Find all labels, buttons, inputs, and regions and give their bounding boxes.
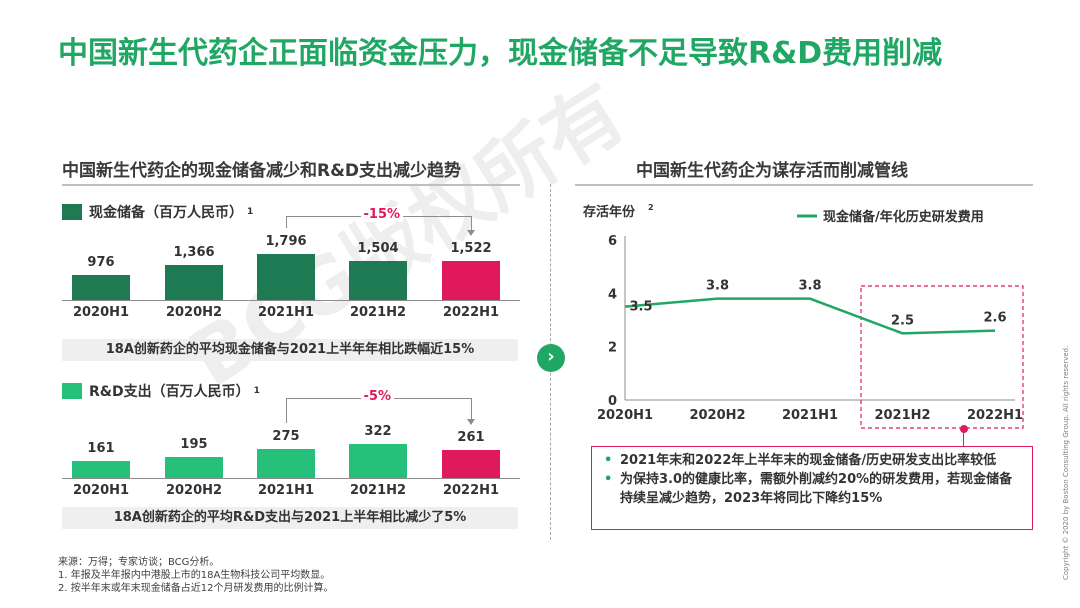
left-section-title: 中国新生代药企的现金储备减少和R&D支出减少趋势 [62, 161, 462, 181]
cash-bar [72, 275, 130, 300]
highlight-dashed-box [860, 285, 1024, 429]
rd-change-label: -5% [360, 389, 394, 404]
rd-caption: 18A创新药企的平均R&D支出与2021上半年相比减少了5% [62, 507, 518, 529]
cash-legend: 现金储备（百万人民币） 1 [62, 202, 253, 222]
y-axis-label: 存活年份 [583, 204, 636, 220]
x-tick-label: 2020H1 [597, 408, 653, 423]
cash-legend-sup: 1 [247, 207, 254, 217]
arrow-down-icon [467, 419, 475, 426]
cash-change-label: -15% [360, 207, 404, 222]
bullet-icon: • [604, 472, 613, 487]
copyright: Copyright © 2020 by Boston Consulting Gr… [1062, 345, 1070, 580]
point-value-label: 2.6 [983, 311, 1006, 326]
x-tick-label: 2022H1 [967, 408, 1023, 423]
note-text: 为保持3.0的健康比率，需额外削减约20%的研发费用，若现金储备持续呈减少趋势，… [620, 472, 1013, 506]
cash-baseline [62, 300, 520, 301]
cash-x-tick-label: 2021H1 [257, 305, 315, 320]
rd-bar [442, 450, 500, 478]
cash-caption: 18A创新药企的平均现金储备与2021上半年年相比跌幅近15% [62, 339, 518, 361]
x-tick-label: 2021H1 [782, 408, 838, 423]
note-text: 2021年末和2022年上半年末的现金储备/历史研发支出比率较低 [620, 453, 997, 468]
rd-x-tick-label: 2021H2 [349, 483, 407, 498]
series-line [624, 297, 996, 335]
note-item: • 2021年末和2022年上半年末的现金储备/历史研发支出比率较低 [604, 451, 1022, 470]
rd-bar [165, 457, 223, 478]
y-tick-label: 2 [608, 341, 617, 356]
y-tick-label: 6 [608, 234, 617, 249]
x-tick-label: 2021H2 [874, 408, 930, 423]
rd-value-label: 195 [180, 437, 208, 453]
rd-change-bracket-right [471, 398, 472, 421]
line-legend-label: 现金储备/年化历史研发费用 [823, 209, 984, 225]
rd-x-tick-label: 2022H1 [442, 483, 500, 498]
cash-x-tick-label: 2020H1 [72, 305, 130, 320]
cash-bar [442, 261, 500, 300]
arrow-down-icon [467, 230, 475, 237]
cash-value-label: 1,522 [450, 241, 492, 257]
cash-legend-label: 现金储备（百万人民币） [89, 205, 243, 221]
rd-value-label: 322 [364, 424, 392, 439]
footnote-1: 1. 年报及半年报内中港股上市的18A生物科技公司平均数显。 [58, 570, 331, 581]
cash-value-label: 976 [87, 255, 115, 270]
rd-legend: R&D支出（百万人民币） 1 [62, 381, 260, 401]
rd-legend-label: R&D支出（百万人民币） [89, 384, 250, 400]
cash-x-tick-label: 2021H2 [349, 305, 407, 320]
rd-x-tick-label: 2020H2 [165, 483, 223, 498]
rd-baseline [62, 478, 520, 479]
rd-bar [349, 444, 407, 478]
bullet-icon: • [604, 453, 613, 468]
y-tick-label: 0 [608, 394, 617, 409]
rd-legend-sup: 1 [253, 386, 260, 396]
rd-value-label: 275 [272, 428, 300, 444]
survival-line-chart: 存活年份 2 现金储备/年化历史研发费用 0 2 4 6 2020H1 2020H2 2021H1… [583, 203, 1024, 429]
note-item: • 为保持3.0的健康比率，需额外削减约20%的研发费用，若现金储备持续呈减少趋… [604, 470, 1022, 508]
right-section-title: 中国新生代药企为谋存活而削减管线 [636, 161, 908, 181]
footnotes: 来源：万得；专家访谈；BCG分析。 1. 年报及半年报内中港股上市的18A生物科… [58, 556, 333, 595]
rd-x-tick-label: 2020H1 [72, 483, 130, 498]
x-tick-label: 2020H2 [689, 408, 745, 423]
right-section-underline [575, 184, 1033, 186]
cash-bar [349, 261, 407, 300]
cash-x-tick-label: 2022H1 [442, 305, 500, 320]
note-pin [963, 428, 964, 446]
point-value-label: 2.5 [891, 313, 914, 328]
footnote-source: 来源：万得；专家访谈；BCG分析。 [58, 557, 220, 568]
y-tick-label: 4 [608, 287, 617, 302]
y-axis-label-sup: 2 [648, 203, 654, 212]
cash-value-label: 1,796 [265, 234, 307, 249]
rd-legend-swatch [62, 383, 82, 399]
notes-box: • 2021年末和2022年上半年末的现金储备/历史研发支出比率较低 • 为保持… [591, 446, 1033, 530]
page-title: 中国新生代药企正面临资金压力，现金储备不足导致R&D费用削减 [58, 36, 943, 71]
cash-value-label: 1,366 [173, 245, 215, 260]
left-section-underline [62, 184, 520, 186]
rd-bar [72, 461, 130, 478]
point-value-label: 3.5 [629, 300, 652, 315]
note-pin-dot [960, 425, 968, 433]
rd-bar [257, 448, 315, 478]
cash-value-label: 1,504 [357, 241, 399, 257]
cash-legend-swatch [62, 204, 82, 220]
cash-x-tick-label: 2020H2 [165, 305, 223, 320]
cash-change-bracket-right [471, 216, 472, 232]
footnote-2: 2. 按半年末或年末现金储备占近12个月研发费用的比例计算。 [58, 583, 334, 594]
point-value-label: 3.8 [706, 279, 729, 294]
rd-value-label: 161 [87, 441, 115, 456]
point-value-label: 3.8 [798, 279, 821, 294]
rd-x-tick-label: 2021H1 [257, 483, 315, 498]
next-arrow-icon: › [537, 344, 565, 372]
cash-bar [165, 265, 223, 300]
rd-value-label: 261 [457, 430, 485, 446]
cash-bar [257, 254, 315, 300]
